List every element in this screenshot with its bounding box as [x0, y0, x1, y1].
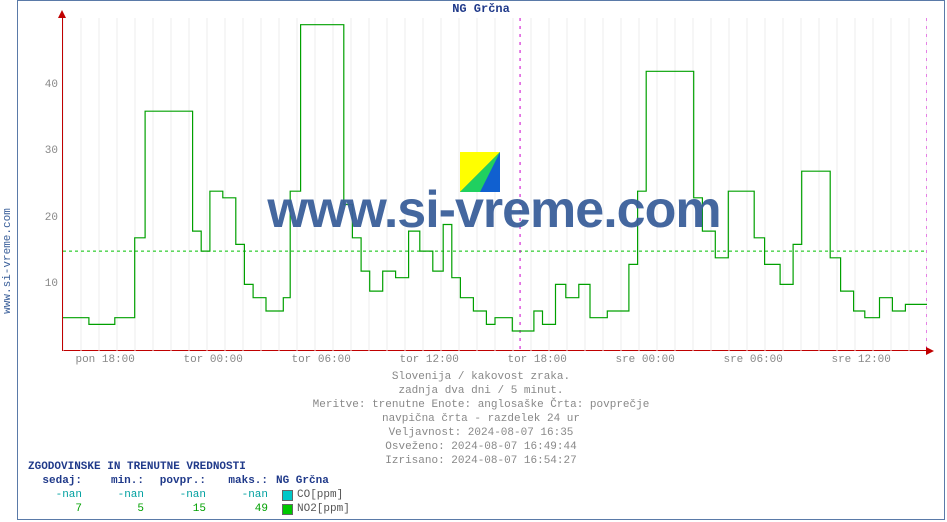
y-tick-label: 30 [30, 145, 58, 157]
col-header: povpr.: [152, 474, 214, 488]
y-axis-ticks: 10 20 30 40 [30, 18, 58, 351]
stats-row: 751549 NO2[ppm] [28, 502, 350, 516]
side-watermark-text: www.si-vreme.com [2, 208, 14, 314]
col-header: min.: [90, 474, 152, 488]
side-watermark-label: www.si-vreme.com [0, 0, 16, 522]
meta-line: Osveženo: 2024-08-07 16:49:44 [17, 440, 945, 454]
x-tick-label: tor 12:00 [399, 354, 458, 366]
stats-cell: -nan [90, 488, 152, 502]
series-legend-item: CO[ppm] [282, 488, 343, 502]
x-tick-label: tor 06:00 [291, 354, 350, 366]
meta-line: Meritve: trenutne Enote: anglosaške Črta… [17, 398, 945, 412]
x-tick-label: tor 18:00 [507, 354, 566, 366]
chart-title: NG Grčna [17, 2, 945, 16]
series-legend-item: NO2[ppm] [282, 502, 350, 516]
legend-swatch-icon [282, 490, 293, 501]
col-header: sedaj: [28, 474, 90, 488]
stats-cell: 49 [214, 502, 276, 516]
stats-cell: -nan [152, 488, 214, 502]
meta-line: navpična črta - razdelek 24 ur [17, 412, 945, 426]
x-axis-ticks: pon 18:00 tor 00:00 tor 06:00 tor 12:00 tor … [62, 354, 926, 368]
x-tick-label: sre 00:00 [615, 354, 674, 366]
legend-series-name: NO2[ppm] [297, 502, 350, 516]
x-tick-label: sre 12:00 [831, 354, 890, 366]
y-tick-label: 20 [30, 212, 58, 224]
stats-cell: -nan [28, 488, 90, 502]
x-tick-label: sre 06:00 [723, 354, 782, 366]
stats-table: ZGODOVINSKE IN TRENUTNE VREDNOSTI sedaj:… [28, 460, 350, 516]
stats-header-row: sedaj: min.: povpr.: maks.: NG Grčna [28, 474, 350, 488]
meta-info: Slovenija / kakovost zraka. zadnja dva d… [17, 370, 945, 468]
stats-cell: 15 [152, 502, 214, 516]
x-tick-label: pon 18:00 [75, 354, 134, 366]
col-header: maks.: [214, 474, 276, 488]
y-axis-arrow [58, 10, 66, 18]
stats-cell: -nan [214, 488, 276, 502]
x-axis-arrow [926, 347, 934, 355]
stats-title: ZGODOVINSKE IN TRENUTNE VREDNOSTI [28, 460, 350, 474]
legend-swatch-icon [282, 504, 293, 515]
meta-line: zadnja dva dni / 5 minut. [17, 384, 945, 398]
y-tick-label: 10 [30, 278, 58, 290]
legend-series-name: CO[ppm] [297, 488, 343, 502]
meta-line: Slovenija / kakovost zraka. [17, 370, 945, 384]
y-tick-label: 40 [30, 79, 58, 91]
stats-row: -nan-nan-nan-nanCO[ppm] [28, 488, 350, 502]
meta-line: Veljavnost: 2024-08-07 16:35 [17, 426, 945, 440]
col-header: NG Grčna [276, 474, 337, 488]
stats-cell: 5 [90, 502, 152, 516]
x-tick-label: tor 00:00 [183, 354, 242, 366]
watermark-logo-icon [460, 152, 500, 192]
stats-cell: 7 [28, 502, 90, 516]
